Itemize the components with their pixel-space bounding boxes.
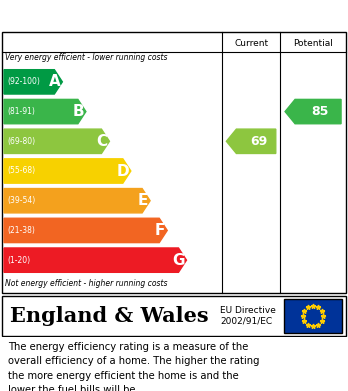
Text: (21-38): (21-38) <box>7 226 35 235</box>
Bar <box>284 299 342 333</box>
Text: D: D <box>116 163 129 179</box>
FancyArrow shape <box>4 218 167 242</box>
Text: 85: 85 <box>311 105 329 118</box>
Text: Energy Efficiency Rating: Energy Efficiency Rating <box>10 7 220 23</box>
Text: Current: Current <box>234 38 268 47</box>
Text: (39-54): (39-54) <box>7 196 35 205</box>
FancyArrow shape <box>4 70 62 94</box>
Text: (55-68): (55-68) <box>7 167 35 176</box>
Text: (81-91): (81-91) <box>7 107 35 116</box>
Text: Very energy efficient - lower running costs: Very energy efficient - lower running co… <box>5 54 167 63</box>
FancyArrow shape <box>285 99 341 124</box>
Text: Not energy efficient - higher running costs: Not energy efficient - higher running co… <box>5 278 167 287</box>
Text: England & Wales: England & Wales <box>10 306 208 326</box>
Text: C: C <box>96 134 108 149</box>
Text: B: B <box>72 104 84 119</box>
Text: The energy efficiency rating is a measure of the
overall efficiency of a home. T: The energy efficiency rating is a measur… <box>8 342 260 391</box>
Text: (69-80): (69-80) <box>7 137 35 146</box>
FancyArrow shape <box>4 129 109 154</box>
Text: EU Directive
2002/91/EC: EU Directive 2002/91/EC <box>220 306 276 326</box>
Text: E: E <box>138 193 148 208</box>
Text: F: F <box>155 223 165 238</box>
Text: A: A <box>49 74 60 90</box>
FancyArrow shape <box>4 248 187 272</box>
Text: (1-20): (1-20) <box>7 256 30 265</box>
Text: G: G <box>172 253 184 268</box>
FancyArrow shape <box>4 99 86 124</box>
Text: 69: 69 <box>250 135 267 148</box>
Text: (92-100): (92-100) <box>7 77 40 86</box>
FancyArrow shape <box>4 159 131 183</box>
FancyArrow shape <box>227 129 276 154</box>
Text: Potential: Potential <box>293 38 333 47</box>
FancyArrow shape <box>4 188 150 213</box>
